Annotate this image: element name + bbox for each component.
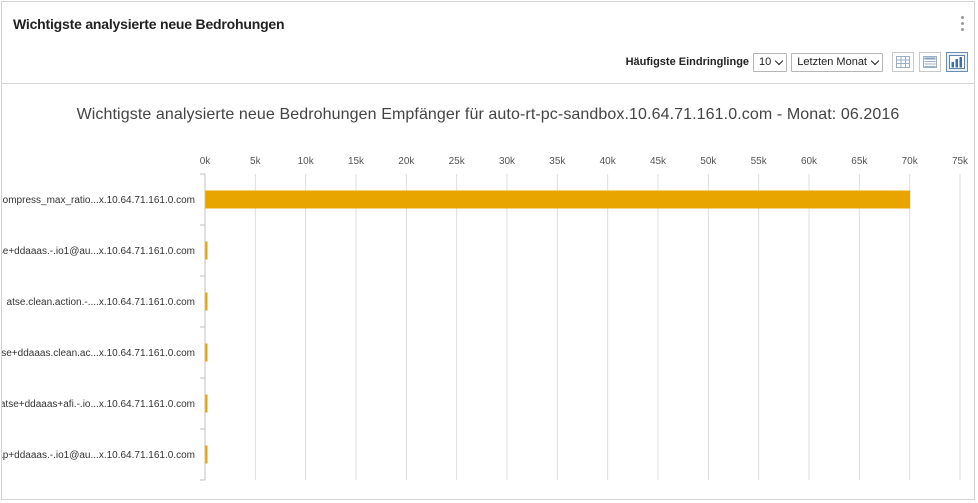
top-intruders-label: Häufigste Eindringlinge — [625, 56, 750, 68]
bar[interactable] — [205, 292, 208, 311]
table-view-button[interactable] — [892, 52, 914, 72]
chevron-down-icon — [775, 56, 784, 65]
chevron-down-icon — [870, 56, 880, 65]
chart-title: Wichtigste analysierte neue Bedrohungen … — [76, 106, 900, 123]
x-tick-label: 60k — [801, 156, 818, 167]
x-tick-label: 35k — [549, 156, 566, 167]
more-options-icon[interactable] — [959, 16, 965, 34]
x-tick-label: 45k — [650, 156, 667, 167]
category-label: atse+ddaaas.clean.ac...x.10.64.71.161.0.… — [2, 348, 195, 359]
x-tick-label: 65k — [851, 156, 868, 167]
list-view-icon — [923, 56, 937, 68]
bar-chart: 0k 5k 10k 15k 20k 25k 30k 35k 40k 45k 50k 55k 60k 65k… — [2, 156, 969, 481]
count-select-value: 10 — [759, 56, 772, 68]
category-label: decompress_max_ratio...x.10.64.71.161.0.… — [2, 195, 195, 206]
category-label: atse+ddaaas+afi.-.io...x.10.64.71.161.0.… — [2, 399, 195, 410]
x-tick-label: 70k — [902, 156, 919, 167]
bar[interactable] — [205, 241, 208, 260]
x-tick-label: 25k — [449, 156, 466, 167]
x-tick-label: 0k — [200, 156, 212, 167]
x-tick-label: 75k — [952, 156, 969, 167]
bar[interactable] — [205, 343, 208, 362]
x-tick-label: 30k — [499, 156, 516, 167]
x-tick-label: 10k — [298, 156, 315, 167]
x-tick-label: 15k — [348, 156, 365, 167]
category-label: atse.clean.action.-....x.10.64.71.161.0.… — [7, 297, 195, 308]
bar-chart-view-icon — [949, 55, 965, 69]
list-view-button[interactable] — [919, 52, 941, 72]
x-tick-label: 20k — [398, 156, 415, 167]
category-label: snap+ddaaas.-.io1@au...x.10.64.71.161.0.… — [2, 450, 195, 461]
count-select[interactable]: 10 — [753, 52, 788, 72]
bar-chart-view-button[interactable] — [946, 52, 968, 72]
bar[interactable] — [205, 445, 208, 464]
period-select[interactable]: Letzten Monat — [791, 52, 883, 72]
category-label: atse+ddaaas.-.io1@au...x.10.64.71.161.0.… — [2, 246, 195, 257]
bar[interactable] — [205, 394, 208, 413]
chart-area: Wichtigste analysierte neue Bedrohungen … — [2, 84, 974, 500]
x-tick-label: 50k — [700, 156, 717, 167]
widget-title: Wichtigste analysierte neue Bedrohungen — [13, 16, 285, 32]
widget-header: Wichtigste analysierte neue Bedrohungen … — [2, 2, 974, 84]
x-tick-label: 5k — [250, 156, 262, 167]
table-view-icon — [896, 56, 910, 68]
x-tick-label: 55k — [751, 156, 768, 167]
widget-toolbar: Häufigste Eindringlinge 10 Letzten Monat — [626, 51, 968, 73]
period-select-value: Letzten Monat — [797, 56, 867, 68]
x-tick-label: 40k — [600, 156, 617, 167]
bar[interactable] — [205, 190, 911, 209]
